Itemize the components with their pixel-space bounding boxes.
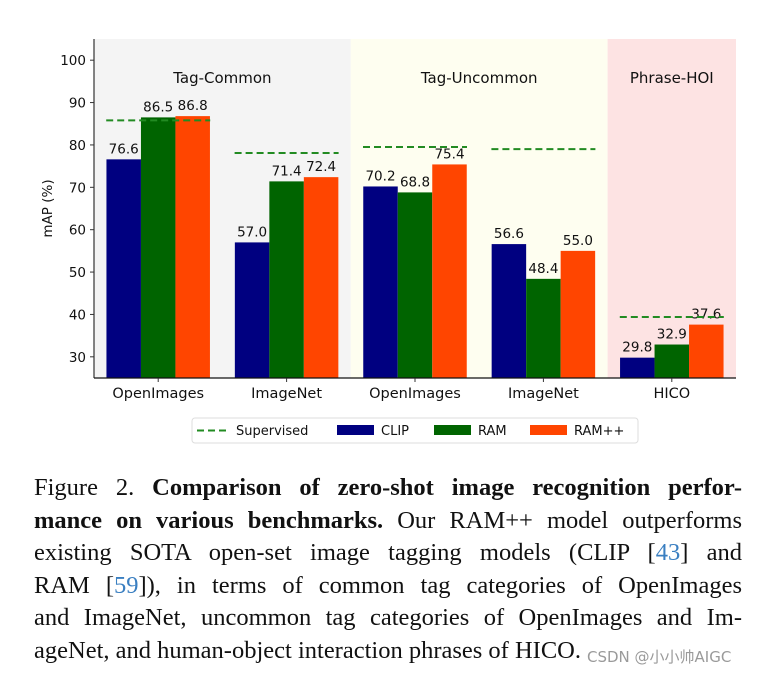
x-tick-label: OpenImages [369,386,461,402]
data-label: 48.4 [528,261,558,277]
caption-text: RAM [ [34,571,114,599]
caption-text: Figure 2. [34,474,153,501]
data-label: 68.8 [400,174,430,190]
legend-label: Supervised [236,424,308,439]
legend [191,417,639,444]
bar-ram [397,192,433,378]
caption-line: Figure 2. Comparison of zero-shot image … [34,472,742,505]
legend-label: RAM [478,424,507,439]
caption-text: and ImageNet, uncommon tag categories of… [34,604,742,632]
data-label: 37.6 [691,307,721,323]
legend-swatch [337,425,374,435]
caption-line: mance on various benchmarks. Our RAM++ m… [34,505,742,538]
y-axis-label: mAP (%) [40,179,56,237]
caption-text: existing SOTA open-set image tagging mod… [34,539,656,567]
bar-rampp [175,116,210,378]
legend-swatch [434,425,471,435]
region-label: Phrase-HOI [630,69,714,87]
citation-link[interactable]: 43 [655,539,681,567]
bar-ram [654,344,690,378]
bar-rampp [689,324,724,378]
y-tick-label: 90 [69,96,86,112]
y-tick-label: 70 [69,180,86,196]
caption-bold-text: mance on various benchmarks. [34,506,384,534]
data-label: 56.6 [494,226,524,242]
caption-text: ]), in terms of common tag categories of… [138,571,742,599]
caption-line: RAM [59]), in terms of common tag catego… [34,570,742,603]
legend-swatch [530,425,567,435]
bar-rampp [560,250,596,378]
legend-label: CLIP [381,424,409,439]
bar-chart: Tag-Common Tag-Uncommon Phrase-HOI 76.6 57.0… [40,39,736,444]
data-label: 72.4 [306,159,336,175]
x-tick-label: ImageNet [251,386,322,402]
y-tick-label: 80 [69,138,86,154]
data-label: 76.6 [109,141,139,157]
data-label: 32.9 [657,327,687,343]
y-tick-label: 60 [69,223,86,239]
citation-link[interactable]: 59 [113,571,139,599]
bar-clip [363,186,398,378]
caption-text: ] and [680,539,742,567]
caption-line: ageNet, and human-object interaction phr… [34,635,742,668]
caption-text: Our RAM++ model outperforms [383,506,742,534]
data-label: 86.8 [178,98,208,114]
data-label: 71.4 [272,163,302,179]
y-tick-label: 100 [60,53,86,69]
bar-clip [234,242,270,378]
bar-clip [491,244,527,378]
figure-caption: Figure 2. Comparison of zero-shot image … [34,472,742,668]
region-label: Tag-Uncommon [420,69,538,87]
y-tick-label: 50 [69,265,86,281]
caption-line: existing SOTA open-set image tagging mod… [34,537,742,570]
x-tick-label: ImageNet [508,386,579,402]
bar-rampp [303,177,339,378]
bar-rampp [432,164,467,378]
data-label: 55.0 [563,233,593,249]
data-label: 57.0 [237,224,267,240]
y-tick-label: 30 [69,350,86,366]
bar-ram [140,117,176,379]
data-label: 75.4 [434,146,464,162]
caption-bold-text: Comparison of zero-shot image recognitio… [152,474,743,501]
y-tick-label: 40 [69,307,86,323]
x-tick-label: OpenImages [112,386,204,402]
caption-text: ageNet, and human-object interaction phr… [34,636,581,664]
data-label: 70.2 [365,168,395,184]
bar-clip [106,159,141,378]
caption-line: and ImageNet, uncommon tag categories of… [34,602,742,635]
region-label: Tag-Common [172,69,271,87]
legend-label: RAM++ [574,424,624,439]
region-background [607,39,736,378]
x-tick-label: HICO [653,386,690,402]
bar-ram [269,181,304,378]
data-label: 86.5 [143,99,173,115]
data-label: 29.8 [622,340,652,356]
watermark: CSDN @小小帅AIGC [587,648,732,666]
bar-clip [620,357,655,378]
bar-ram [526,278,561,378]
